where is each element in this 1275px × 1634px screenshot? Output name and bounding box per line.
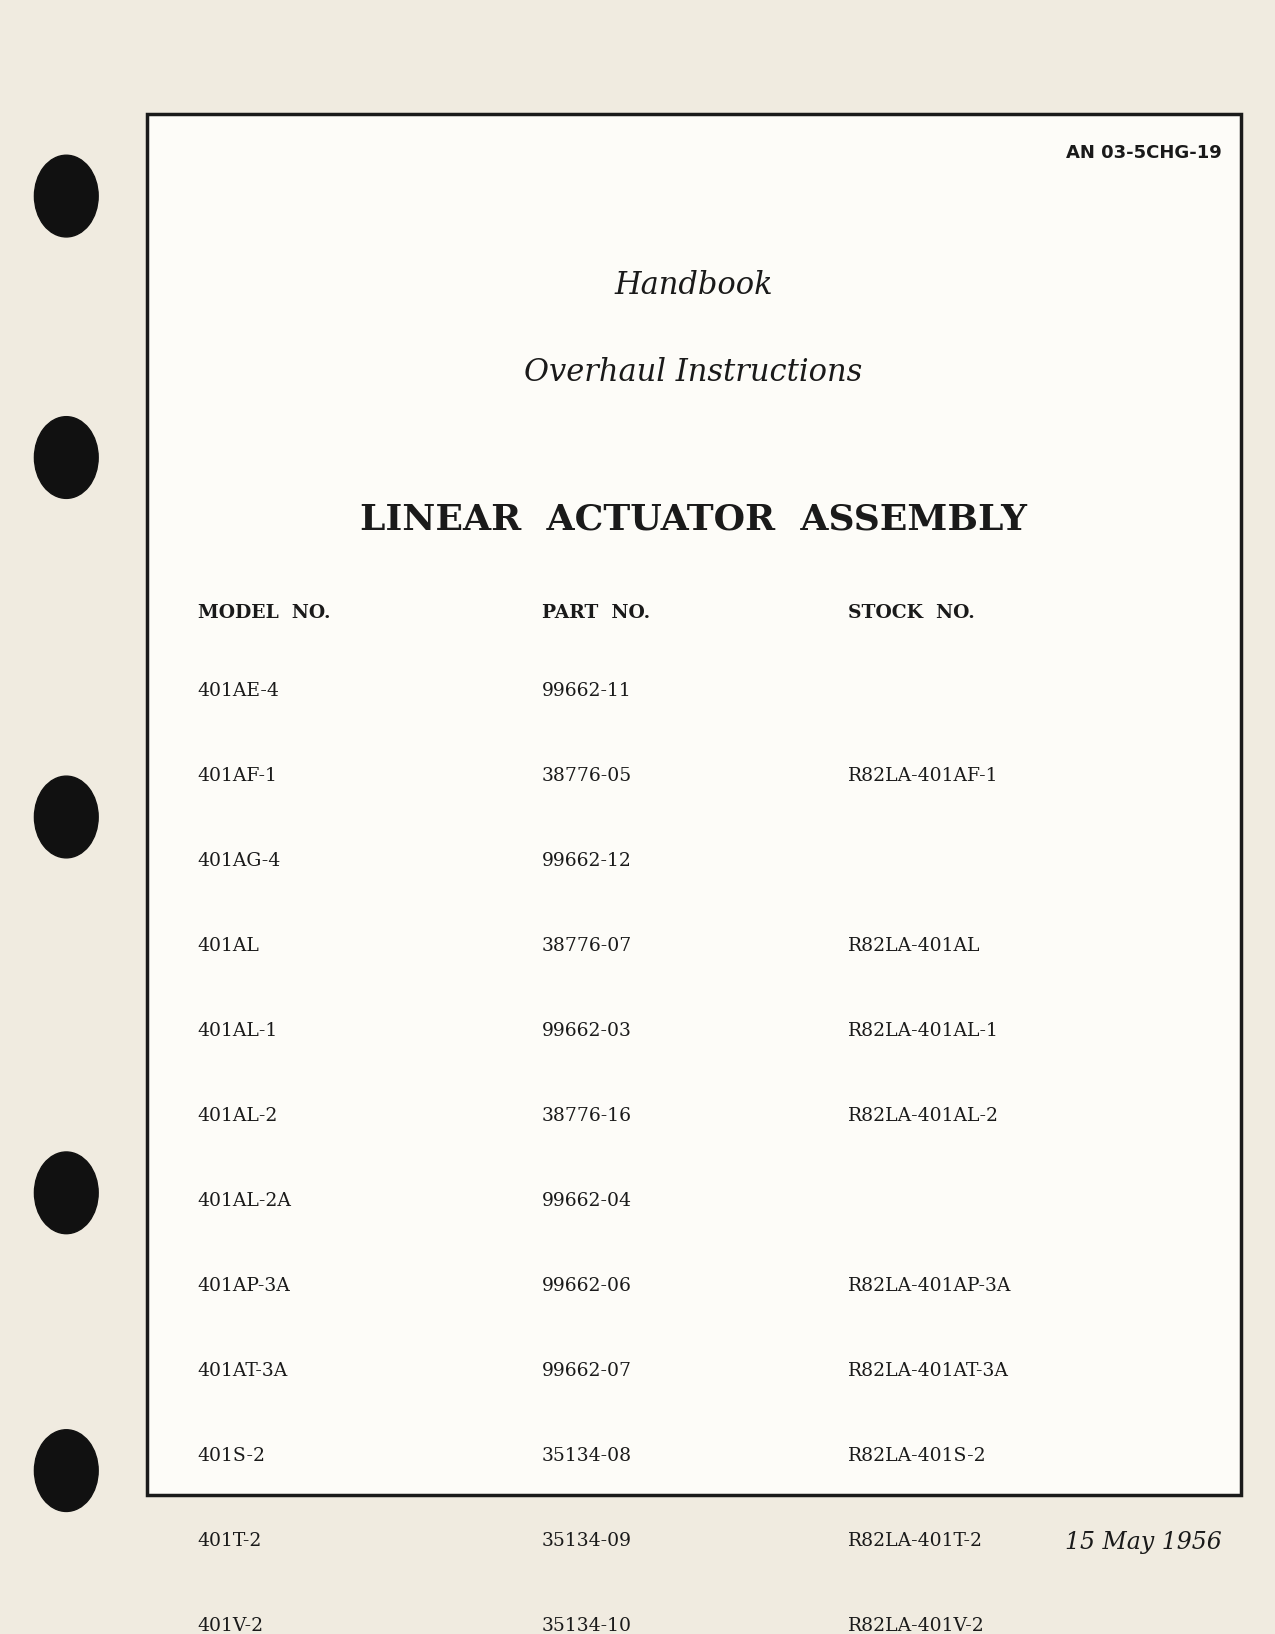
Bar	[147, 114, 1241, 1495]
Text: R82LA-401AL-2: R82LA-401AL-2	[848, 1106, 998, 1126]
Text: 38776-07: 38776-07	[542, 936, 632, 956]
Text: R82LA-401AL: R82LA-401AL	[848, 936, 980, 956]
Text: AN 03-5CHG-19: AN 03-5CHG-19	[1066, 144, 1221, 162]
Text: 35134-08: 35134-08	[542, 1446, 632, 1466]
Text: 15 May 1956: 15 May 1956	[1065, 1531, 1221, 1554]
Text: 401AL-2: 401AL-2	[198, 1106, 278, 1126]
Text: 401AF-1: 401AF-1	[198, 766, 278, 786]
Text: 401AT-3A: 401AT-3A	[198, 1361, 288, 1381]
Text: 38776-05: 38776-05	[542, 766, 632, 786]
Text: 35134-09: 35134-09	[542, 1531, 632, 1551]
Text: 99662-07: 99662-07	[542, 1361, 632, 1381]
Text: 401AL: 401AL	[198, 936, 260, 956]
Text: 401AL-2A: 401AL-2A	[198, 1191, 292, 1211]
Text: STOCK  NO.: STOCK NO.	[848, 603, 974, 623]
Text: R82LA-401AT-3A: R82LA-401AT-3A	[848, 1361, 1009, 1381]
Text: 401AG-4: 401AG-4	[198, 851, 280, 871]
Circle shape	[34, 776, 98, 858]
Text: 99662-12: 99662-12	[542, 851, 631, 871]
Circle shape	[34, 417, 98, 498]
Text: R82LA-401AP-3A: R82LA-401AP-3A	[848, 1276, 1011, 1296]
Text: LINEAR  ACTUATOR  ASSEMBLY: LINEAR ACTUATOR ASSEMBLY	[360, 503, 1028, 536]
Text: 99662-04: 99662-04	[542, 1191, 632, 1211]
Circle shape	[34, 155, 98, 237]
Text: 401S-2: 401S-2	[198, 1446, 265, 1466]
Text: PART  NO.: PART NO.	[542, 603, 650, 623]
Text: 401AE-4: 401AE-4	[198, 681, 279, 701]
Text: 401AP-3A: 401AP-3A	[198, 1276, 291, 1296]
Text: 99662-03: 99662-03	[542, 1021, 631, 1041]
Text: 401V-2: 401V-2	[198, 1616, 264, 1634]
Text: MODEL  NO.: MODEL NO.	[198, 603, 330, 623]
Circle shape	[34, 1430, 98, 1511]
Text: Handbook: Handbook	[615, 271, 773, 301]
Text: R82LA-401V-2: R82LA-401V-2	[848, 1616, 984, 1634]
Text: 35134-10: 35134-10	[542, 1616, 632, 1634]
Text: 99662-06: 99662-06	[542, 1276, 631, 1296]
Text: 401T-2: 401T-2	[198, 1531, 261, 1551]
Text: Overhaul Instructions: Overhaul Instructions	[524, 358, 863, 387]
Text: 401AL-1: 401AL-1	[198, 1021, 278, 1041]
Circle shape	[34, 1152, 98, 1234]
Text: R82LA-401T-2: R82LA-401T-2	[848, 1531, 983, 1551]
Text: R82LA-401S-2: R82LA-401S-2	[848, 1446, 987, 1466]
Text: 38776-16: 38776-16	[542, 1106, 632, 1126]
Text: R82LA-401AL-1: R82LA-401AL-1	[848, 1021, 998, 1041]
Text: 99662-11: 99662-11	[542, 681, 631, 701]
Text: R82LA-401AF-1: R82LA-401AF-1	[848, 766, 998, 786]
